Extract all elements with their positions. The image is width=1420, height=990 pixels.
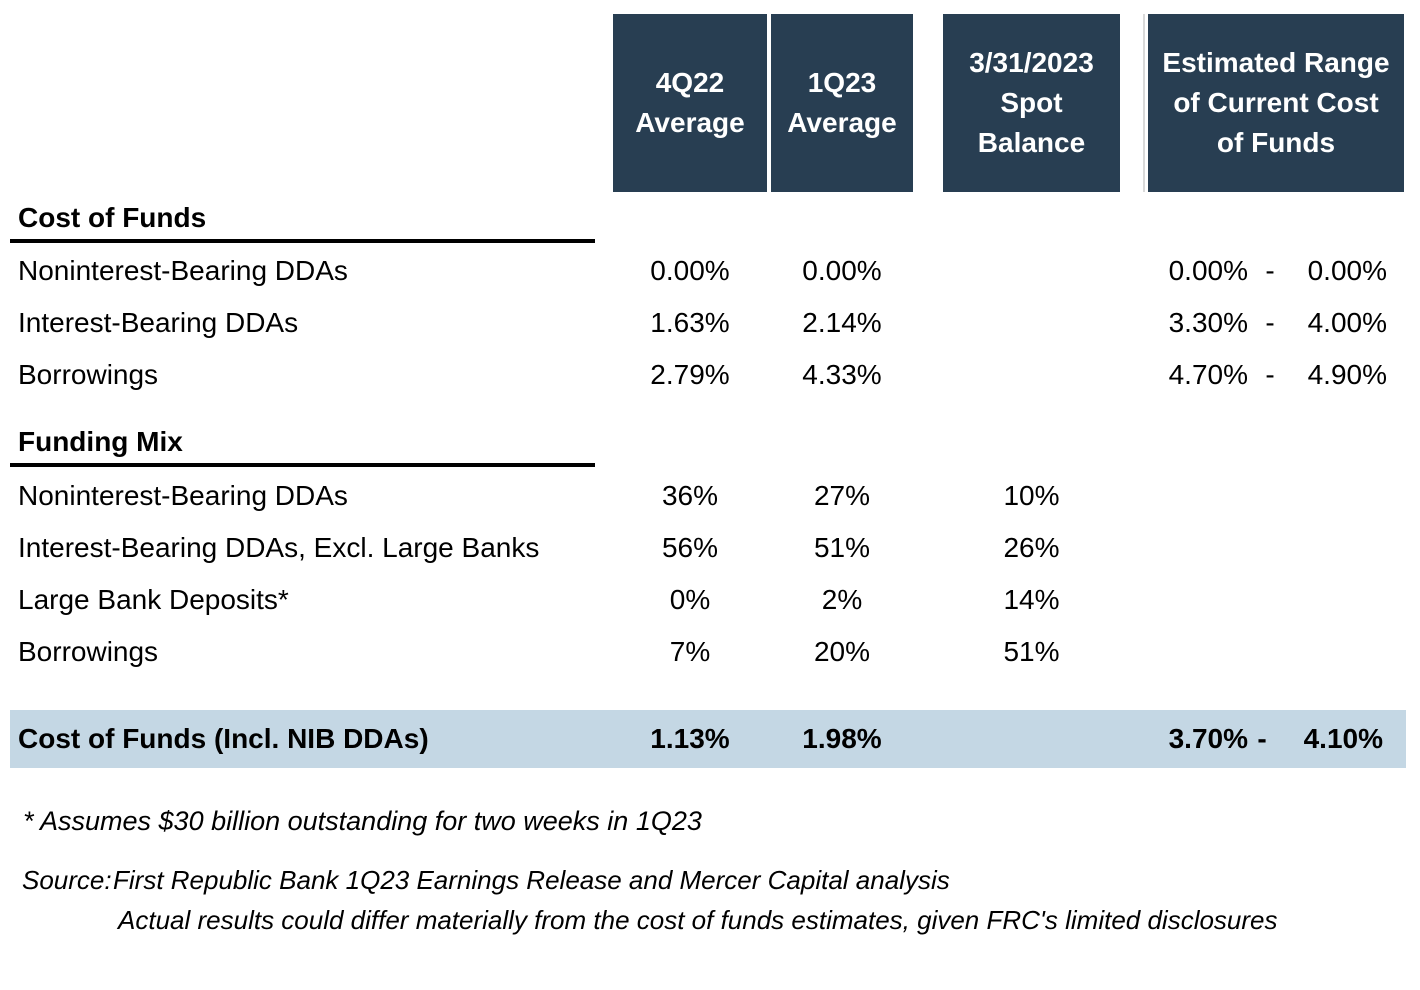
column-header-1q23-average: 1Q23 Average	[771, 14, 913, 192]
range-low: 0.00%	[1168, 255, 1248, 286]
row-label: Large Bank Deposits*	[18, 584, 289, 615]
cell-spot: 14%	[1003, 584, 1060, 615]
cell-1q23: 27%	[813, 480, 871, 511]
summary-row-cost-of-funds-incl-nib: Cost of Funds (Incl. NIB DDAs) 1.13% 1.9…	[0, 710, 1420, 768]
column-header-estimated-range: Estimated Range of Current Cost of Funds	[1143, 14, 1404, 192]
cell-4q22: 0%	[669, 584, 711, 615]
table-row: Interest-Bearing DDAs 1.63% 2.14% 3.30% …	[0, 297, 1420, 349]
row-label: Borrowings	[18, 359, 159, 390]
source-line-2: Actual results could differ materially f…	[118, 905, 1278, 935]
cell-spot: 51%	[1003, 636, 1060, 667]
range-low: 3.30%	[1168, 307, 1248, 338]
range-high: 4.00%	[1307, 307, 1387, 338]
cell-4q22: 7%	[669, 636, 711, 667]
cell-1q23: 51%	[813, 532, 871, 563]
row-label: Noninterest-Bearing DDAs	[18, 255, 348, 286]
range-high: 4.10%	[1303, 723, 1383, 754]
section-heading-funding-mix: Funding Mix	[10, 427, 595, 467]
range-dash: -	[1257, 723, 1267, 754]
cell-4q22: 36%	[661, 480, 719, 511]
cell-4q22: 2.79%	[650, 359, 730, 390]
cell-1q23: 4.33%	[802, 359, 882, 390]
range-dash: -	[1265, 359, 1275, 390]
row-label: Interest-Bearing DDAs, Excl. Large Banks	[18, 532, 540, 563]
row-label: Noninterest-Bearing DDAs	[18, 480, 348, 511]
row-label: Borrowings	[18, 636, 159, 667]
table-row: Interest-Bearing DDAs, Excl. Large Banks…	[0, 522, 1420, 574]
cell-range: 0.00% - 0.00%	[1148, 255, 1404, 287]
cell-1q23: 0.00%	[802, 255, 882, 286]
range-low: 4.70%	[1168, 359, 1248, 390]
column-header-4q22-average: 4Q22 Average	[613, 14, 767, 192]
range-dash: -	[1265, 255, 1275, 286]
source-lines: First Republic Bank 1Q23 Earnings Releas…	[113, 864, 1278, 936]
cell-4q22: 1.63%	[650, 307, 730, 338]
column-header-spot-balance: 3/31/2023 Spot Balance	[943, 14, 1120, 192]
table-row: Noninterest-Bearing DDAs 36% 27% 10%	[0, 470, 1420, 522]
cell-1q23: 2.14%	[802, 307, 882, 338]
cell-spot: 10%	[1003, 480, 1060, 511]
asterisk-footnote: * Assumes $30 billion outstanding for tw…	[23, 806, 702, 836]
summary-cell-1q23: 1.98%	[802, 723, 882, 754]
table-row: Borrowings 2.79% 4.33% 4.70% - 4.90%	[0, 349, 1420, 401]
table-row: Large Bank Deposits* 0% 2% 14%	[0, 574, 1420, 626]
summary-cell-range: 3.70% - 4.10%	[1148, 723, 1404, 755]
cell-range: 3.30% - 4.00%	[1148, 307, 1404, 339]
cell-1q23: 2%	[821, 584, 863, 615]
table-row: Noninterest-Bearing DDAs 0.00% 0.00% 0.0…	[0, 245, 1420, 297]
range-low: 3.70%	[1168, 723, 1248, 754]
summary-cell-4q22: 1.13%	[650, 723, 730, 754]
summary-label: Cost of Funds (Incl. NIB DDAs)	[18, 723, 429, 754]
cell-range: 4.70% - 4.90%	[1148, 359, 1404, 391]
cost-of-funds-rows: Noninterest-Bearing DDAs 0.00% 0.00% 0.0…	[0, 245, 1420, 401]
cell-4q22: 56%	[661, 532, 719, 563]
funding-mix-rows: Noninterest-Bearing DDAs 36% 27% 10% Int…	[0, 470, 1420, 678]
cell-spot: 26%	[1003, 532, 1060, 563]
source-label: Source:	[22, 865, 112, 895]
table-row: Borrowings 7% 20% 51%	[0, 626, 1420, 678]
table-header-row: 4Q22 Average 1Q23 Average 3/31/2023 Spot…	[0, 14, 1420, 192]
section-heading-cost-of-funds: Cost of Funds	[10, 203, 595, 243]
range-high: 0.00%	[1307, 255, 1387, 286]
source-note: Source: First Republic Bank 1Q23 Earning…	[22, 864, 1420, 936]
cell-1q23: 20%	[813, 636, 871, 667]
source-line-1: First Republic Bank 1Q23 Earnings Releas…	[113, 865, 950, 895]
range-dash: -	[1265, 307, 1275, 338]
range-high: 4.90%	[1307, 359, 1387, 390]
cell-4q22: 0.00%	[650, 255, 730, 286]
row-label: Interest-Bearing DDAs	[18, 307, 299, 338]
